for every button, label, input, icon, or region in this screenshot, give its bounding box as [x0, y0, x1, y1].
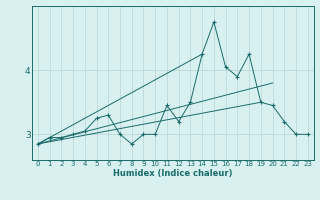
X-axis label: Humidex (Indice chaleur): Humidex (Indice chaleur) — [113, 169, 233, 178]
